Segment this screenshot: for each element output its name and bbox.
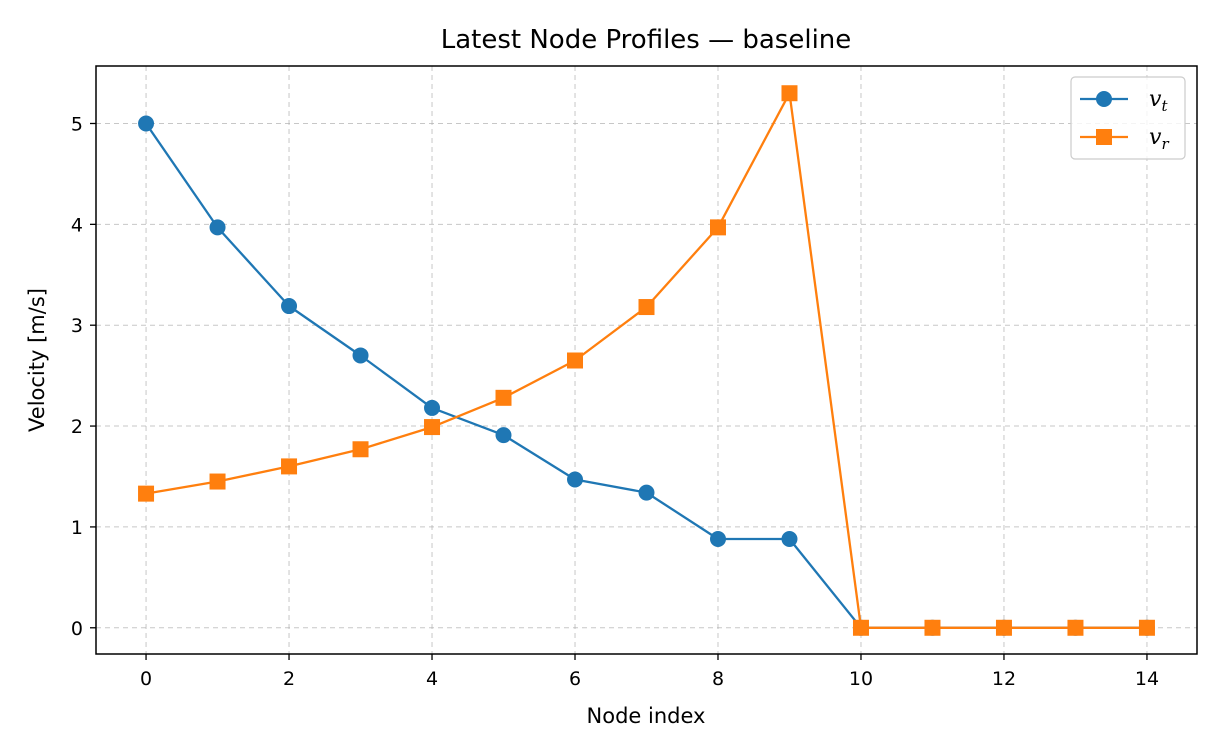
series-layer	[138, 85, 1155, 636]
data-point-v_t	[138, 115, 155, 132]
x-axis-label: Node index	[587, 704, 706, 728]
series-v_r	[138, 85, 1155, 636]
y-axis-label: Velocity [m/s]	[25, 288, 49, 432]
y-tick-label: 3	[71, 315, 83, 337]
y-axis-ticks: 0 1 2 3 4 5	[71, 113, 96, 640]
x-tick-label: 0	[140, 668, 152, 690]
data-point-v_r	[209, 473, 226, 490]
legend-label: vt	[1149, 87, 1168, 115]
data-point-v_r	[852, 619, 869, 636]
data-point-v_t	[281, 298, 298, 315]
x-tick-label: 8	[712, 668, 724, 690]
data-point-v_t	[495, 427, 512, 444]
x-axis-ticks: 0 2 4 6 8 10 12 14	[140, 654, 1159, 690]
x-tick-label: 6	[569, 668, 581, 690]
data-point-v_r	[709, 219, 726, 236]
data-point-v_t	[638, 484, 655, 501]
y-tick-label: 2	[71, 416, 83, 438]
x-tick-label: 4	[426, 668, 438, 690]
data-point-v_r	[138, 485, 155, 502]
data-point-v_r	[352, 441, 369, 458]
legend: vt vr	[1070, 76, 1186, 160]
data-point-v_r	[995, 619, 1012, 636]
x-tick-label: 12	[992, 668, 1016, 690]
x-tick-label: 10	[849, 668, 873, 690]
data-point-v_r	[924, 619, 941, 636]
data-point-v_t	[567, 471, 584, 488]
data-point-v_t	[709, 531, 726, 548]
data-point-v_r	[1138, 619, 1155, 636]
data-point-v_t	[424, 399, 441, 416]
legend-label: vr	[1149, 125, 1169, 153]
chart-title: Latest Node Profiles — baseline	[441, 25, 852, 55]
data-point-v_t	[781, 531, 798, 548]
data-point-v_r	[424, 419, 441, 436]
data-point-v_r	[567, 352, 584, 369]
y-tick-label: 5	[71, 113, 83, 135]
plot-frame	[95, 65, 1198, 655]
data-point-v_r	[781, 85, 798, 102]
data-point-v_t	[352, 347, 369, 364]
data-point-v_r	[495, 389, 512, 406]
data-point-v_r	[1067, 619, 1084, 636]
data-point-v_r	[281, 458, 298, 475]
data-point-v_t	[209, 219, 226, 236]
y-tick-label: 0	[71, 618, 83, 640]
legend-swatch-marker	[1096, 129, 1112, 145]
y-tick-label: 1	[71, 517, 83, 539]
x-tick-label: 2	[283, 668, 295, 690]
x-tick-label: 14	[1135, 668, 1159, 690]
grid	[96, 66, 1197, 654]
data-point-v_r	[638, 299, 655, 316]
legend-swatch-marker	[1096, 91, 1112, 107]
y-tick-label: 4	[71, 214, 83, 236]
